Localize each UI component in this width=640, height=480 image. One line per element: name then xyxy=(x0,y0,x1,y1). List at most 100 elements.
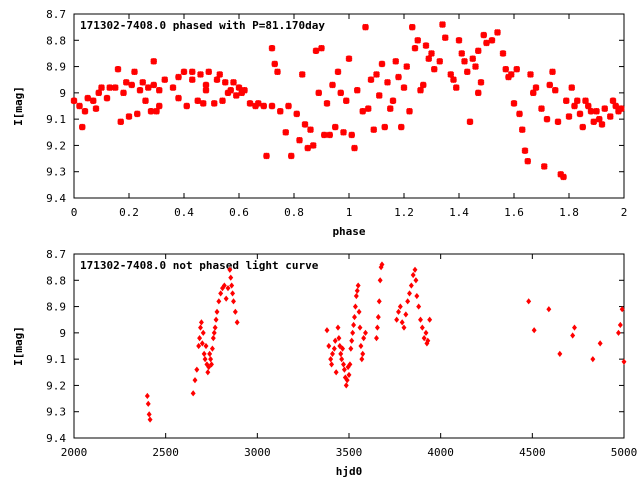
data-point xyxy=(557,350,563,357)
data-point xyxy=(293,110,301,118)
data-point xyxy=(521,147,529,155)
data-point xyxy=(483,39,490,47)
data-point xyxy=(230,79,237,86)
data-point xyxy=(612,102,620,110)
data-point xyxy=(70,97,78,105)
x-tick-label: 3000 xyxy=(244,446,271,459)
x-tick-label: 0.4 xyxy=(174,206,194,219)
data-point xyxy=(309,142,317,149)
data-point xyxy=(175,94,182,102)
data-point xyxy=(403,63,411,70)
data-points xyxy=(70,21,625,181)
data-point xyxy=(329,361,335,368)
data-point xyxy=(458,50,466,57)
data-point xyxy=(197,71,204,78)
data-point xyxy=(196,342,202,350)
data-point xyxy=(428,50,435,57)
x-tick-label: 0.8 xyxy=(284,206,304,219)
data-point xyxy=(180,68,188,76)
data-point xyxy=(395,73,402,81)
data-point xyxy=(532,84,540,91)
data-point xyxy=(359,107,367,115)
data-point xyxy=(546,306,552,313)
data-point xyxy=(232,308,238,315)
y-tick-label: 8.9 xyxy=(46,301,66,314)
data-point xyxy=(505,73,512,81)
unphased-light-curve-panel: 171302-7408.0 not phased light curve hjd… xyxy=(12,248,637,478)
data-point xyxy=(203,342,209,350)
data-point xyxy=(210,335,216,342)
data-point xyxy=(356,308,362,315)
y-tick-label: 8.8 xyxy=(46,34,66,47)
data-point xyxy=(221,79,229,86)
data-point xyxy=(335,324,341,331)
data-point xyxy=(373,71,380,78)
data-point xyxy=(147,416,153,423)
data-point xyxy=(208,356,214,363)
data-point xyxy=(312,47,320,55)
data-point xyxy=(396,308,401,315)
data-point xyxy=(379,261,385,268)
data-point xyxy=(147,107,155,115)
data-point xyxy=(153,107,160,115)
data-point xyxy=(407,290,412,297)
data-point xyxy=(447,71,455,78)
x-tick-label: 1.6 xyxy=(504,206,524,219)
data-point xyxy=(232,92,240,99)
data-point xyxy=(360,350,366,357)
data-point xyxy=(205,369,211,376)
data-point xyxy=(413,277,419,284)
data-point xyxy=(386,105,394,112)
data-point xyxy=(452,84,460,91)
x-tick-label: 0 xyxy=(71,206,78,219)
data-point xyxy=(518,126,526,133)
data-point xyxy=(560,173,567,181)
y-axis-label: I[mag] xyxy=(12,326,25,366)
y-tick-label: 9.1 xyxy=(46,113,66,126)
data-point xyxy=(510,100,518,107)
data-point xyxy=(376,298,382,305)
data-point xyxy=(246,100,254,107)
data-point xyxy=(202,81,210,89)
data-point xyxy=(609,97,617,105)
data-point xyxy=(98,84,105,91)
data-point xyxy=(175,73,182,81)
data-point xyxy=(425,337,431,344)
data-point xyxy=(136,86,144,94)
data-point xyxy=(370,126,378,133)
data-point xyxy=(194,366,200,373)
data-point xyxy=(584,102,592,110)
data-point xyxy=(231,298,236,305)
data-point xyxy=(271,60,279,68)
data-point xyxy=(352,303,358,310)
data-point xyxy=(531,327,537,334)
x-tick-label: 1 xyxy=(346,206,353,219)
data-point xyxy=(234,319,240,326)
data-point xyxy=(227,266,233,273)
data-point xyxy=(190,390,196,397)
data-point xyxy=(343,382,349,389)
data-point xyxy=(221,282,227,289)
data-point xyxy=(375,314,381,321)
data-point xyxy=(381,123,389,131)
data-points xyxy=(144,261,627,423)
data-point xyxy=(616,329,621,336)
data-point xyxy=(362,23,369,31)
data-point xyxy=(318,44,325,52)
data-point xyxy=(145,400,151,407)
data-point xyxy=(430,65,438,73)
data-point xyxy=(326,131,334,139)
data-point xyxy=(285,102,292,110)
data-point xyxy=(214,308,220,315)
data-point xyxy=(89,97,97,105)
data-point xyxy=(361,335,367,342)
data-point xyxy=(598,121,606,128)
data-point xyxy=(417,86,424,94)
data-point xyxy=(499,50,507,57)
x-axis-label: hjd0 xyxy=(336,465,363,478)
data-point xyxy=(201,350,207,357)
data-point xyxy=(408,282,414,289)
data-point xyxy=(516,110,523,118)
data-point xyxy=(573,97,581,105)
data-point xyxy=(211,329,217,336)
